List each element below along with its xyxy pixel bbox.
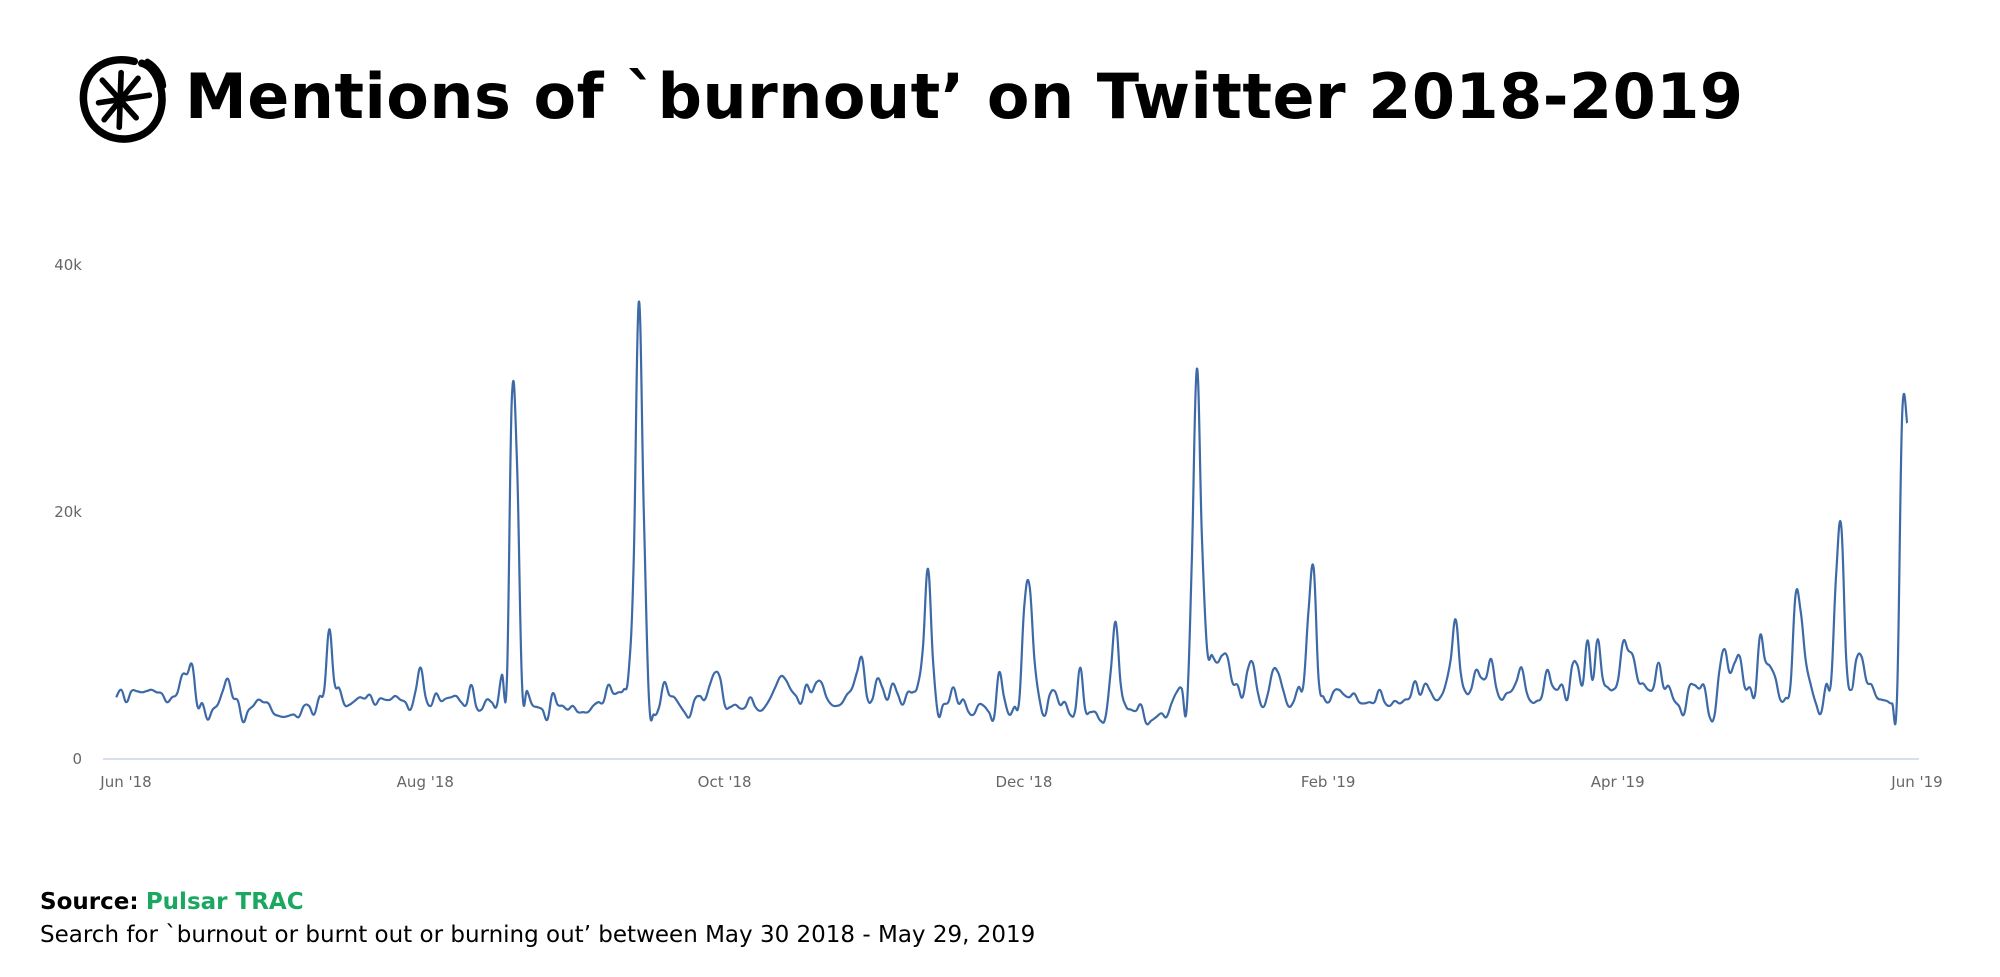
x-tick-label: Aug '18 [397,773,454,791]
x-tick-label: Jun '19 [1890,773,1942,791]
x-axis: Jun '18 Aug '18 Oct '18 Dec '18 Feb '19 Apr '… [99,773,1942,791]
y-tick-label: 40k [54,256,82,274]
x-tick-label: Feb '19 [1301,773,1356,791]
search-description: Search for `burnout or burnt out or burn… [40,922,1036,948]
x-tick-label: Oct '18 [698,773,752,791]
page-title: Mentions of `burnout’ on Twitter 2018-20… [185,60,1744,133]
y-axis: 0 20k 40k [54,256,82,768]
source-label: Source: [40,889,139,915]
series-line-mentions [115,300,1909,726]
x-tick-label: Jun '18 [99,773,151,791]
source-line: Source: Pulsar TRAC [40,886,1035,919]
y-tick-label: 0 [72,750,82,768]
y-tick-label: 20k [54,503,82,521]
source-name: Pulsar TRAC [145,889,304,915]
x-tick-label: Apr '19 [1591,773,1645,791]
footer: Source: Pulsar TRAC Search for `burnout … [40,886,1035,952]
pulsar-logo [79,56,167,143]
x-tick-label: Dec '18 [995,773,1052,791]
